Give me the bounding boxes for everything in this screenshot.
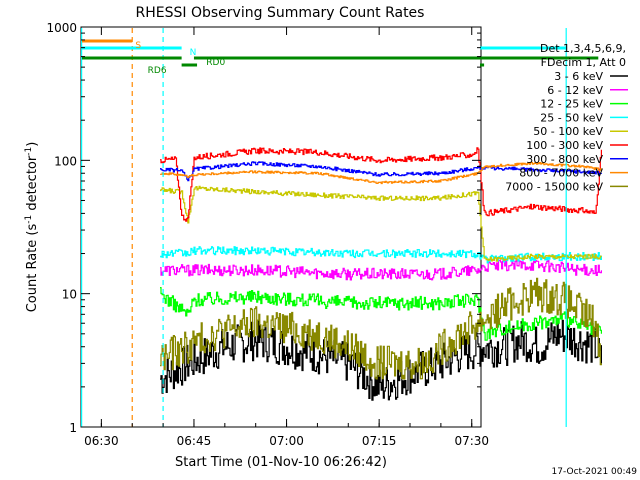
legend-header-2: FDecim 1, Att 0	[541, 56, 626, 69]
y-axis-label-sup: -1	[24, 215, 34, 224]
y-tick-label: 1	[69, 421, 77, 435]
series-line	[160, 259, 602, 281]
legend-entry-label: 100 - 300 keV	[526, 139, 603, 152]
legend-entry-label: 6 - 12 keV	[547, 84, 603, 97]
series-line	[160, 246, 602, 264]
x-tick-label: 07:15	[362, 434, 397, 448]
legend-entry-label: 7000 - 15000 keV	[505, 180, 603, 193]
series-line	[160, 319, 602, 401]
x-tick-label: 07:30	[454, 434, 489, 448]
series-line	[160, 287, 602, 341]
footer-timestamp: 17-Oct-2021 00:49	[552, 467, 638, 477]
y-axis-label: Count Rate (s-1 detector-1)	[24, 142, 40, 313]
x-tick-label: 06:30	[84, 434, 119, 448]
y-axis-label-sup-2: -1	[24, 147, 34, 156]
y-axis-label-end: )	[25, 142, 40, 147]
x-tick-label: 07:00	[269, 434, 304, 448]
x-axis-label: Start Time (01-Nov-10 06:26:42)	[175, 455, 387, 470]
state-bar-label: RD0	[206, 58, 225, 68]
series-line	[160, 161, 602, 185]
time-marker-layer	[81, 28, 567, 427]
state-bar-label: RD6	[148, 66, 167, 76]
x-tick-label: 06:45	[177, 434, 212, 448]
state-bar-label: N	[190, 48, 197, 58]
legend-entry-label: 50 - 100 keV	[533, 125, 603, 138]
series-line	[160, 185, 602, 262]
chart-title: RHESSI Observing Summary Count Rates	[136, 5, 425, 21]
series-line	[160, 277, 602, 380]
legend-entry-label: 300 - 800 keV	[526, 153, 603, 166]
legend-header-1: Det 1,3,4,5,6,9,	[540, 42, 626, 55]
legend-entry-label: 25 - 50 keV	[540, 111, 603, 124]
legend-entry-label: 12 - 25 keV	[540, 98, 603, 111]
y-axis-label-mid: detector	[25, 155, 40, 215]
legend-entry-label: 800 - 7000 keV	[519, 167, 603, 180]
legend-entry-label: 3 - 6 keV	[554, 70, 603, 83]
y-tick-label: 1000	[46, 21, 77, 35]
y-tick-label: 100	[54, 154, 77, 168]
y-tick-label: 10	[62, 288, 77, 302]
series-line	[160, 147, 602, 222]
state-bar-label: S	[135, 41, 141, 51]
tick-layer: 06:30 06:45 07:00 07:15 07:30 1 10 100 1000	[46, 21, 489, 448]
series-line	[160, 161, 602, 182]
plot-area: S N RD0 RD6 06:30 06:45 07:00 07:15 07:30 1 10 100…	[46, 21, 602, 448]
state-bar-layer: S N RD0 RD6	[82, 39, 599, 76]
series-layer	[160, 147, 602, 401]
y-axis-label-main: Count Rate (s	[25, 224, 40, 313]
legend: Det 1,3,4,5,6,9, FDecim 1, Att 0 3 - 6 k…	[505, 42, 628, 193]
